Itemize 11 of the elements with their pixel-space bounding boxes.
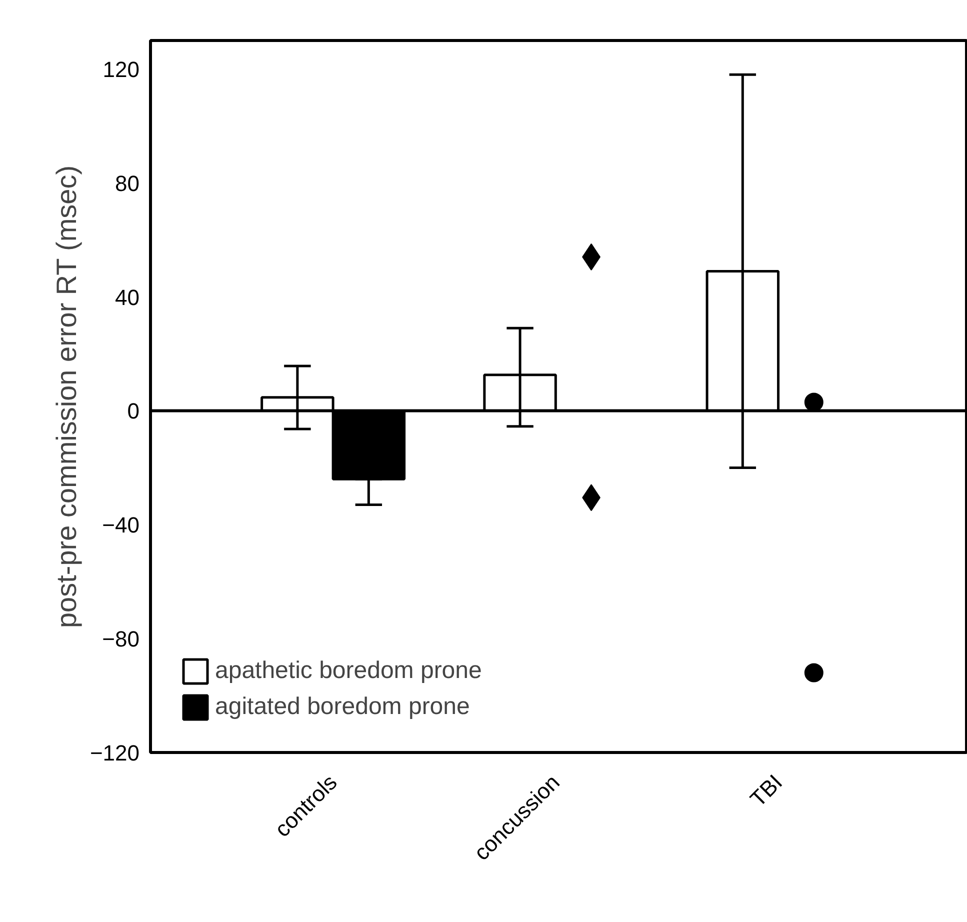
y-tick-label: −40 <box>102 512 140 538</box>
y-tick-label: 0 <box>127 398 140 424</box>
legend-label: agitated boredom prone <box>215 693 470 721</box>
legend-label: apathetic boredom prone <box>215 657 482 685</box>
y-tick-label: 80 <box>115 170 140 196</box>
y-tick-label: 120 <box>102 56 140 82</box>
y-tick-label: −120 <box>90 740 140 766</box>
y-axis-title: post-pre commission error RT (msec) <box>50 165 82 628</box>
y-tick-label: 40 <box>115 284 140 310</box>
x-tick-label: TBI <box>745 770 788 812</box>
y-tick-label: −80 <box>102 626 140 652</box>
